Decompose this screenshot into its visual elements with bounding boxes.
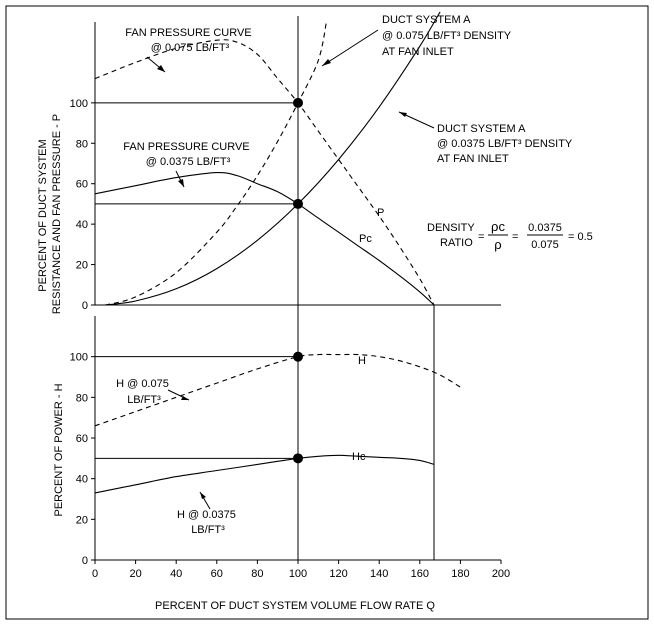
arrow-h-0375-head — [200, 492, 206, 499]
top-chart: 0 20 40 60 80 100 PERCENT OF DUCT SYSTEM RESI… — [37, 11, 593, 560]
fan-curve-075-label: FAN PRESSURE CURVE @ 0.075 LB/FT³ — [125, 27, 254, 54]
bot-series-curve-1 — [94, 454, 435, 494]
arrow-duct-075 — [321, 29, 379, 67]
arrow-duct-075-head — [322, 59, 331, 66]
density-eq-2: = — [512, 231, 518, 243]
h-curve-label: H — [358, 355, 366, 367]
fan-curve-0375-label: FAN PRESSURE CURVE @ 0.0375 LB/FT³ — [123, 141, 252, 168]
top-y-tick-label: 20 — [76, 260, 88, 272]
density-ratio-formula: DENSITY RATIO = ρc ρ = 0.0375 0.075 = 0.… — [427, 219, 593, 252]
top-y-tick-label: 100 — [70, 98, 88, 110]
arrow-fan-075-head — [157, 65, 165, 72]
bottom-series — [94, 353, 461, 494]
bot-x-tick-label: 120 — [329, 568, 347, 580]
bot-y-tick-label: 20 — [76, 514, 88, 526]
duct-a-075-line1: DUCT SYSTEM A — [382, 14, 471, 26]
top-y-axis-label-line2: RESISTANCE AND FAN PRESSURE - P — [51, 114, 63, 314]
bottom-x-ticks: 0 20 40 60 80 100 120 140 160 180 200 — [92, 560, 510, 580]
top-y-tick-label: 40 — [76, 219, 88, 231]
bot-y-tick-label: 60 — [76, 433, 88, 445]
bot-x-tick-label: 20 — [129, 568, 141, 580]
duct-a-0375-line1: DUCT SYSTEM A — [437, 123, 526, 135]
h-075-line2: LB/FT³ — [127, 394, 161, 406]
h-0375-label: H @ 0.0375 LB/FT³ — [177, 509, 239, 536]
duct-a-0375-line3: AT FAN INLET — [437, 153, 509, 165]
figure-frame — [5, 5, 649, 620]
arrow-fan-0375-head — [178, 179, 184, 187]
density-result: = 0.5 — [568, 231, 593, 243]
bottom-chart: 0 20 40 60 80 100 0 20 40 60 80 100 120 140 160 180 200… — [53, 316, 510, 612]
duct-a-075-label: DUCT SYSTEM A @ 0.075 LB/FT³ DENSITY AT … — [382, 14, 514, 58]
fan-curve-075-line2: @ 0.075 LB/FT³ — [151, 42, 230, 54]
top-operating-point — [293, 97, 303, 108]
pc-curve-label: Pc — [359, 233, 372, 245]
bot-x-tick-label: 180 — [451, 568, 469, 580]
bot-series-curve-0 — [94, 353, 461, 427]
h-075-line1: H @ 0.075 — [116, 378, 169, 390]
duct-a-0375-label: DUCT SYSTEM A @ 0.0375 LB/FT³ DENSITY AT… — [437, 123, 575, 165]
bot-x-tick-label: 0 — [92, 568, 98, 580]
bot-x-tick-label: 160 — [411, 568, 429, 580]
h-075-label: H @ 0.075 LB/FT³ — [116, 378, 172, 406]
density-num-value: 0.0375 — [528, 222, 562, 234]
hc-curve-label: Hc — [352, 451, 366, 463]
duct-a-075-line2: @ 0.075 LB/FT³ DENSITY — [382, 30, 512, 42]
fan-curve-0375-line1: FAN PRESSURE CURVE — [123, 141, 249, 153]
bot-y-tick-label: 100 — [70, 352, 88, 364]
bot-y-tick-label: 80 — [76, 392, 88, 404]
top-leader-arrows — [146, 29, 435, 188]
bottom-y-axis-label: PERCENT OF POWER - H — [53, 383, 65, 516]
density-eq-1: = — [478, 231, 484, 243]
bot-x-tick-label: 80 — [251, 568, 263, 580]
p-curve-label: P — [377, 207, 384, 219]
fan-curve-075-line1: FAN PRESSURE CURVE — [125, 27, 251, 39]
bot-x-tick-label: 200 — [492, 568, 510, 580]
arrow-duct-0375-head — [399, 112, 407, 117]
h-0375-line1: H @ 0.0375 — [177, 509, 236, 521]
fan-curve-0375-line2: @ 0.0375 LB/FT³ — [146, 156, 231, 168]
arrow-h-075-head — [181, 396, 189, 400]
bottom-leader-arrows — [167, 389, 211, 510]
h-0375-line2: LB/FT³ — [191, 524, 225, 536]
bottom-y-ticks: 0 20 40 60 80 100 — [70, 352, 95, 567]
ratio-word: RATIO — [440, 237, 473, 249]
bot-y-tick-label: 40 — [76, 474, 88, 486]
top-y-ticks: 0 20 40 60 80 100 — [70, 98, 95, 312]
bot-x-tick-label: 40 — [170, 568, 182, 580]
top-operating-point — [293, 198, 303, 209]
top-points — [293, 97, 303, 209]
duct-a-075-line3: AT FAN INLET — [382, 46, 454, 58]
bot-x-tick-label: 100 — [289, 568, 307, 580]
top-y-axis-label-line1: PERCENT OF DUCT SYSTEM — [37, 139, 49, 291]
bottom-reference-lines — [95, 356, 298, 459]
density-den-value: 0.075 — [531, 239, 559, 251]
bot-operating-point — [293, 453, 303, 464]
bottom-x-axis-label: PERCENT OF DUCT SYSTEM VOLUME FLOW RATE … — [155, 600, 435, 612]
density-word: DENSITY — [427, 222, 475, 234]
top-y-tick-label: 60 — [76, 179, 88, 191]
density-den-rho: ρ — [494, 237, 501, 252]
bot-y-tick-label: 0 — [82, 555, 88, 567]
top-y-tick-label: 80 — [76, 138, 88, 150]
top-y-tick-label: 0 — [82, 300, 88, 312]
bot-x-tick-label: 140 — [370, 568, 388, 580]
duct-a-0375-line2: @ 0.0375 LB/FT³ DENSITY — [437, 138, 573, 150]
density-num-rho-c: ρc — [491, 219, 505, 234]
bottom-points — [293, 351, 303, 464]
top-series-curve-3 — [105, 11, 441, 306]
top-y-axis-label: PERCENT OF DUCT SYSTEM RESISTANCE AND FA… — [37, 114, 63, 314]
bot-operating-point — [293, 351, 303, 362]
bot-x-tick-label: 60 — [211, 568, 223, 580]
